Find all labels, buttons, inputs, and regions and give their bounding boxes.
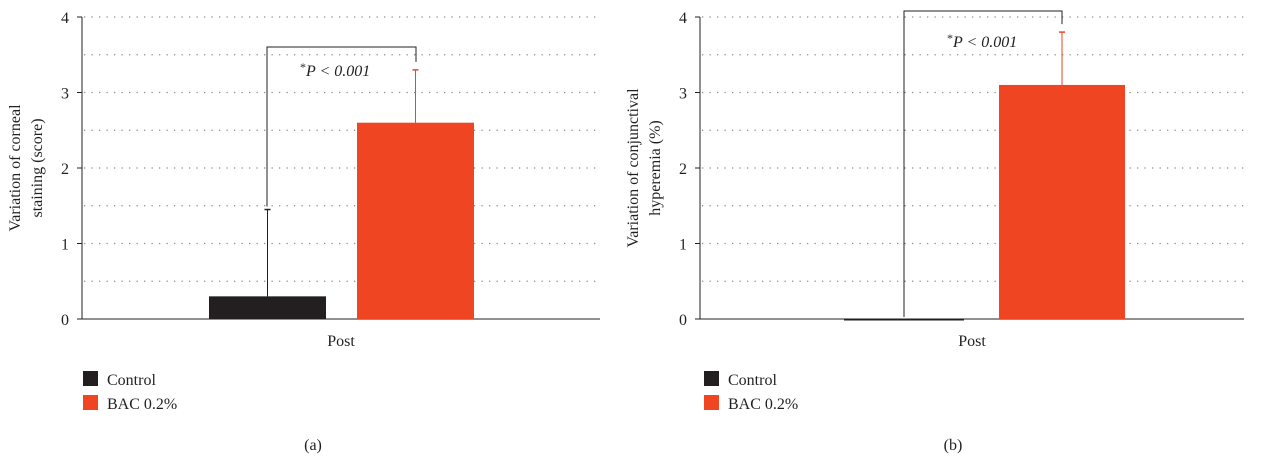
y-tick-label: 3	[679, 86, 687, 103]
legend-swatch-bac	[83, 395, 98, 410]
y-tick-label: 0	[61, 312, 69, 329]
y-axis-title: Variation of corneal	[7, 104, 24, 232]
bar-bac	[357, 122, 474, 319]
grid-lines	[702, 16, 1244, 282]
legend-swatch-control	[704, 371, 719, 386]
y-tick-label: 1	[61, 237, 69, 254]
significance-label: *P < 0.001	[300, 60, 370, 80]
significance-text: P < 0.001	[305, 63, 370, 80]
y-axis-title: staining (score)	[29, 118, 46, 217]
legend-label: BAC 0.2%	[107, 396, 177, 413]
legend-swatch-control	[83, 371, 98, 386]
x-category-label: Post	[327, 333, 355, 350]
significance-bracket	[266, 46, 417, 207]
legend: Control BAC 0.2%	[83, 371, 177, 413]
significance-label: *P < 0.001	[947, 31, 1017, 51]
y-tick-label: 4	[61, 10, 69, 27]
legend-label: BAC 0.2%	[728, 396, 798, 413]
bar-bac	[999, 84, 1125, 319]
y-tick-label: 1	[679, 237, 687, 254]
y-tick-label: 2	[61, 161, 69, 178]
significance-star: *	[947, 31, 953, 45]
y-tick-label: 0	[679, 312, 687, 329]
legend-swatch-bac	[704, 395, 719, 410]
legend-label: Control	[728, 372, 777, 389]
bar-control	[844, 319, 964, 321]
y-tick-label: 4	[679, 10, 687, 27]
y-tick-label: 2	[679, 161, 687, 178]
grid-lines	[84, 16, 600, 282]
significance-bracket	[903, 10, 1063, 317]
significance-text: P < 0.001	[952, 34, 1017, 51]
legend: Control BAC 0.2%	[704, 371, 798, 413]
bar-control	[209, 296, 326, 319]
significance-star: *	[300, 60, 306, 74]
legend-label: Control	[107, 372, 156, 389]
panel-label: (b)	[944, 437, 963, 454]
chart-panel-a: 0 1 2 3 4 Variation of corneal staining (score…	[7, 10, 600, 454]
y-tick-label: 3	[61, 86, 69, 103]
chart-panel-b: 0 1 2 3 4 Variation of conjunctival hyperemia …	[625, 10, 1244, 454]
y-axis-title: Variation of conjunctival	[625, 88, 642, 248]
panel-label: (a)	[304, 437, 322, 454]
x-category-label: Post	[958, 333, 986, 350]
y-axis-title: hyperemia (%)	[647, 120, 664, 216]
